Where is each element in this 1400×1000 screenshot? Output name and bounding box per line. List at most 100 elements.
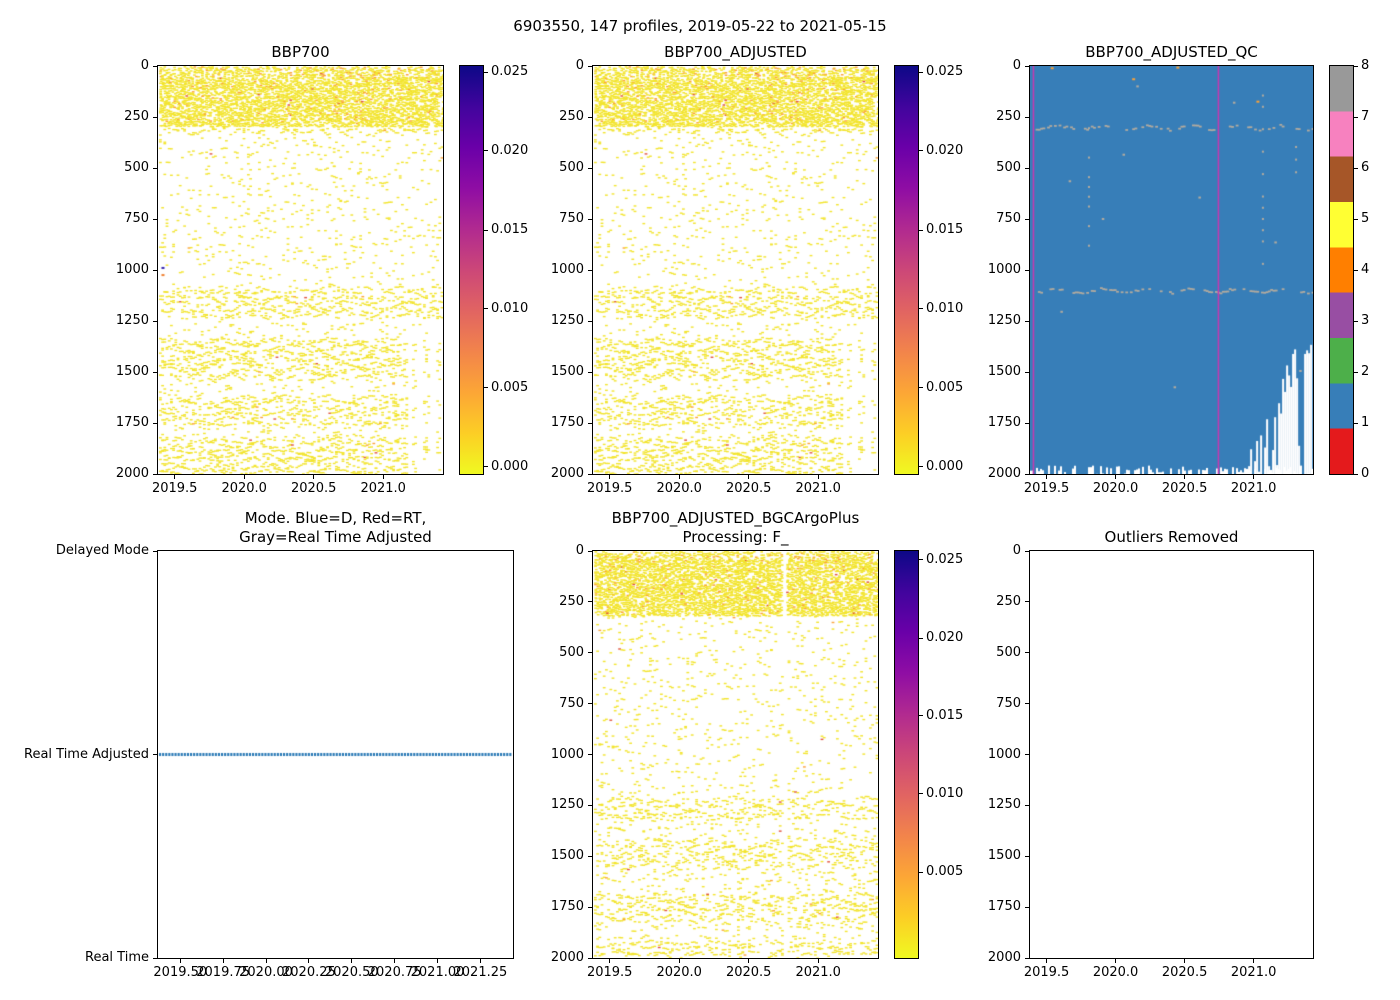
x-tick	[1253, 475, 1255, 479]
colorbar-tick-label: 0.025	[926, 551, 964, 567]
y-tick	[153, 218, 157, 220]
colorbar-tick	[919, 715, 923, 717]
subplot-title-p5: BBP700_ADJUSTED_BGCArgoPlus Processing: …	[611, 509, 860, 546]
y-tick	[588, 754, 592, 755]
colorbar-gradient	[895, 551, 918, 958]
y-tick-label: 1500	[987, 364, 1021, 379]
colorbar-gradient	[895, 66, 918, 474]
y-tick	[588, 116, 592, 118]
y-tick	[1025, 906, 1029, 908]
plot-canvas-p5	[593, 551, 878, 958]
subplot-p3: BBP700_ADJUSTED_QC 2019.5 2020.0 2020.5 2021…	[988, 43, 1314, 496]
colorbar-tick-label: 0.025	[491, 64, 529, 80]
x-tick-label: 2020.75	[367, 965, 422, 980]
x-tick-label: 2019.5	[1023, 481, 1070, 496]
colorbar-tick-label: 4	[1361, 262, 1370, 277]
y-tick	[1025, 269, 1029, 271]
y-tick-label: 250	[996, 593, 1021, 609]
subplot-p5: BBP700_ADJUSTED_BGCArgoPlus Processing: …	[551, 509, 879, 980]
colorbar-cb5: 0.025 0.020 0.015 0.010 0.005	[894, 550, 963, 959]
subplot-title-p6: Outliers Removed	[1104, 528, 1239, 546]
subplot-p4: Mode. Blue=D, Red=RT, Gray=Real Time Adj…	[24, 509, 514, 980]
y-tick	[588, 167, 592, 169]
x-tick	[382, 475, 384, 479]
y-tick	[1025, 65, 1029, 67]
y-tick	[1025, 218, 1029, 220]
colorbar-tick	[1354, 116, 1358, 118]
y-tick	[153, 269, 157, 271]
y-tick	[1025, 754, 1029, 755]
y-tick-label: 750	[559, 211, 584, 226]
x-tick	[748, 959, 750, 963]
colorbar-tick	[484, 150, 488, 152]
y-tick-label: Real Time	[85, 950, 149, 965]
x-tick	[174, 475, 176, 479]
x-tick-label: 2021.0	[360, 481, 406, 496]
colorbar-tick-label: 0.025	[926, 64, 964, 80]
y-tick	[588, 804, 592, 806]
y-tick	[153, 65, 157, 67]
colorbar-cb3: 8 7 6 5 4 3 2 1 0	[1329, 58, 1369, 481]
x-tick-label: 2019.5	[586, 965, 633, 980]
x-tick	[308, 959, 310, 963]
colorbar-tick	[919, 387, 923, 389]
y-tick-label: 750	[559, 695, 584, 711]
plot-canvas-p4	[158, 551, 513, 958]
x-tick	[437, 959, 439, 963]
colorbar-tick	[919, 71, 923, 73]
colorbar-tick-label: 0.010	[926, 300, 964, 316]
x-tick-label: 2019.5	[586, 481, 633, 496]
colorbar-tick-label: 3	[1361, 313, 1370, 328]
x-tick	[1046, 959, 1048, 963]
y-tick	[153, 320, 157, 322]
subplot-title-p3: BBP700_ADJUSTED_QC	[1085, 43, 1258, 61]
colorbar-tick	[484, 466, 488, 468]
y-tick	[1025, 422, 1029, 424]
y-tick-label: 0	[1012, 58, 1021, 73]
x-tick	[1184, 959, 1186, 963]
x-tick	[817, 959, 819, 963]
y-tick	[588, 601, 592, 603]
y-tick-label: 500	[559, 644, 584, 660]
x-tick	[609, 475, 611, 479]
subplot-title-p2: BBP700_ADJUSTED	[664, 43, 807, 61]
y-tick	[153, 167, 157, 169]
figure-title: 6903550, 147 profiles, 2019-05-22 to 202…	[513, 17, 887, 35]
y-tick	[1025, 703, 1029, 705]
x-tick	[394, 959, 396, 963]
x-tick-label: 2019.5	[151, 481, 198, 496]
colorbar-tick	[919, 150, 923, 152]
colorbar-tick	[1354, 473, 1358, 475]
colorbar-tick-label: 0.015	[491, 222, 529, 238]
colorbar-tick	[919, 559, 923, 561]
y-tick	[153, 957, 157, 959]
plot-canvas-p2	[593, 66, 878, 474]
y-tick-label: Real Time Adjusted	[24, 746, 149, 762]
y-tick-label: 1750	[987, 415, 1021, 430]
colorbar-tick-label: 0.010	[491, 300, 529, 316]
y-tick	[588, 957, 592, 959]
y-tick-label: 0	[140, 58, 149, 73]
y-tick	[1025, 550, 1029, 552]
x-tick-label: 2020.5	[1161, 481, 1208, 496]
colorbar-tick-label: 0.020	[491, 142, 529, 158]
x-tick	[1253, 959, 1255, 963]
y-tick	[1025, 652, 1029, 654]
colorbar-tick	[919, 793, 923, 795]
y-tick-label: 750	[996, 695, 1021, 711]
y-tick	[588, 218, 592, 220]
y-tick	[588, 855, 592, 857]
x-tick-label: 2021.0	[1230, 481, 1277, 496]
y-tick-label: 1000	[115, 262, 149, 277]
x-tick-label: 2021.0	[1230, 965, 1277, 980]
y-tick	[1025, 804, 1029, 806]
y-tick	[1025, 320, 1029, 322]
y-tick	[588, 906, 592, 908]
subplot-p6: Outliers Removed 2019.5 2020.0 2020.5 2021.0…	[988, 528, 1314, 980]
colorbar-tick	[484, 308, 488, 310]
x-tick	[351, 959, 353, 963]
colorbar-tick	[1354, 167, 1358, 169]
x-tick-label: 2020.0	[656, 965, 702, 980]
y-tick-label: 2000	[987, 950, 1021, 965]
